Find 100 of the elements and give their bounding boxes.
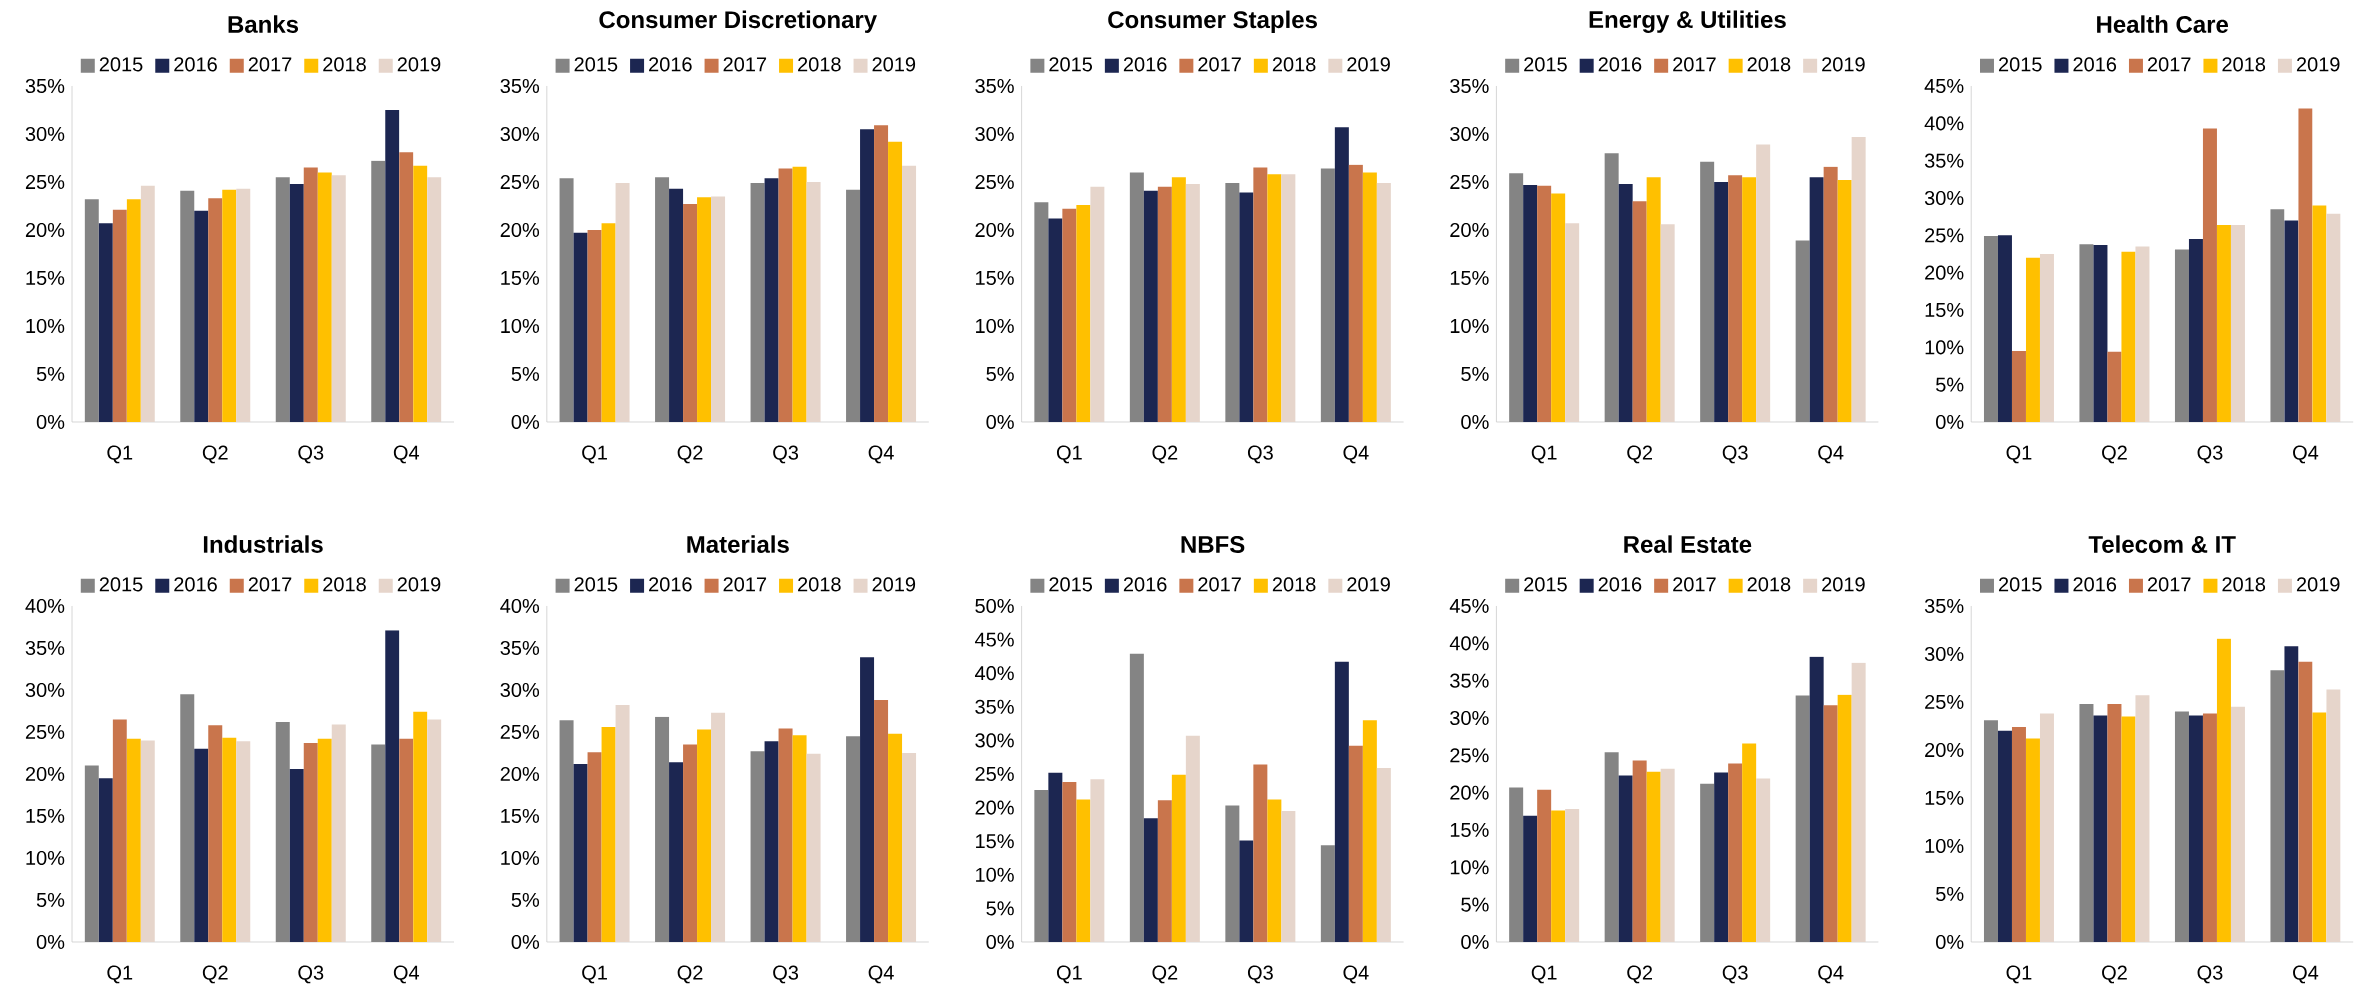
bar — [2079, 244, 2094, 422]
bar — [1076, 205, 1091, 422]
x-tick-label: Q4 — [1343, 965, 1369, 984]
bar — [764, 178, 779, 422]
legend-label: 2019 — [1347, 57, 1390, 72]
bar — [2312, 205, 2327, 422]
bar — [399, 738, 414, 942]
bar — [1795, 240, 1810, 422]
bar — [1756, 778, 1771, 942]
bar — [2011, 726, 2026, 942]
y-tick-label: 0% — [511, 934, 540, 950]
y-tick-label: 25% — [25, 174, 65, 190]
legend-label: 2015 — [574, 57, 618, 72]
y-tick-label: 35% — [1924, 598, 1964, 614]
bar — [140, 185, 155, 422]
bar — [331, 175, 346, 422]
bar — [1851, 662, 1866, 942]
x-tick-label: Q2 — [677, 965, 703, 984]
y-tick-label: 10% — [26, 850, 65, 866]
bar — [874, 700, 889, 942]
bar — [385, 630, 400, 942]
bar — [669, 762, 684, 942]
x-tick-label: Q2 — [1627, 445, 1653, 464]
legend-label: 2019 — [2296, 577, 2340, 592]
bar — [711, 712, 726, 942]
y-tick-label: 20% — [1450, 785, 1489, 800]
bar — [2025, 257, 2040, 422]
chart-title: Industrials — [203, 535, 323, 553]
y-tick-label: 40% — [1449, 636, 1489, 651]
y-tick-label: 25% — [1925, 694, 1964, 710]
bar — [2039, 713, 2054, 942]
bar — [1034, 790, 1049, 942]
bar — [655, 716, 670, 942]
chart-title: Consumer Discretionary — [599, 10, 877, 33]
y-tick-label: 20% — [975, 222, 1014, 238]
bar — [792, 735, 807, 942]
bar — [84, 765, 99, 942]
bar — [208, 725, 223, 942]
bar — [275, 721, 290, 942]
x-tick-label: Q3 — [1722, 445, 1748, 464]
bar — [2011, 351, 2026, 422]
bar — [1348, 745, 1363, 942]
y-tick-label: 40% — [500, 598, 540, 614]
bar — [2107, 351, 2122, 422]
y-tick-label: 20% — [500, 222, 540, 238]
bar — [1129, 172, 1144, 422]
bar — [888, 733, 903, 942]
y-tick-label: 35% — [1450, 673, 1489, 688]
legend-label: 2017 — [1198, 577, 1241, 592]
bar — [371, 160, 386, 422]
bar — [2093, 245, 2108, 422]
bar — [1728, 175, 1743, 422]
chart-title: Consumer Staples — [1108, 10, 1317, 33]
y-tick-label: 35% — [500, 78, 540, 94]
y-tick-label: 40% — [25, 598, 65, 614]
y-tick-label: 35% — [1450, 78, 1489, 94]
chart-title: Banks — [228, 15, 299, 33]
bar — [697, 729, 712, 942]
bar — [2135, 246, 2150, 422]
legend-label: 2016 — [649, 577, 692, 592]
bar — [1376, 767, 1391, 942]
y-tick-label: 35% — [25, 640, 65, 656]
chart-title: Real Estate — [1624, 535, 1752, 553]
legend-label: 2017 — [2147, 57, 2191, 72]
x-tick-label: Q2 — [1627, 965, 1653, 984]
bar — [2298, 661, 2313, 942]
y-tick-label: 45% — [1449, 598, 1489, 614]
bar — [413, 165, 428, 422]
bar — [289, 183, 304, 422]
y-tick-label: 5% — [986, 901, 1014, 916]
x-tick-label: Q3 — [773, 445, 799, 464]
y-tick-label: 10% — [1450, 318, 1489, 334]
bar — [1604, 752, 1619, 942]
x-tick-label: Q1 — [1531, 965, 1557, 984]
bar — [1997, 730, 2012, 942]
bar — [559, 178, 574, 422]
y-tick-label: 20% — [500, 766, 540, 782]
x-tick-label: Q1 — [1056, 445, 1082, 464]
y-tick-label: 15% — [976, 270, 1014, 286]
legend-label: 2019 — [2296, 57, 2340, 72]
y-tick-label: 35% — [25, 78, 65, 94]
bar — [1362, 720, 1377, 942]
bar — [2298, 108, 2313, 422]
bar — [180, 190, 195, 422]
x-tick-label: Q1 — [1056, 965, 1082, 984]
bar — [371, 744, 386, 942]
legend-label: 2019 — [872, 57, 916, 72]
bar — [587, 752, 602, 942]
y-tick-label: 10% — [1925, 838, 1964, 854]
legend-label: 2015 — [99, 577, 143, 592]
y-tick-label: 5% — [1936, 886, 1964, 902]
bar — [1267, 799, 1282, 942]
bar — [1728, 763, 1743, 942]
legend-label: 2016 — [2073, 57, 2117, 72]
y-tick-label: 30% — [975, 733, 1014, 748]
bar — [846, 189, 861, 422]
bar — [222, 737, 237, 942]
y-tick-label: 5% — [36, 892, 65, 908]
bar — [1618, 183, 1633, 422]
bar — [2079, 703, 2094, 942]
